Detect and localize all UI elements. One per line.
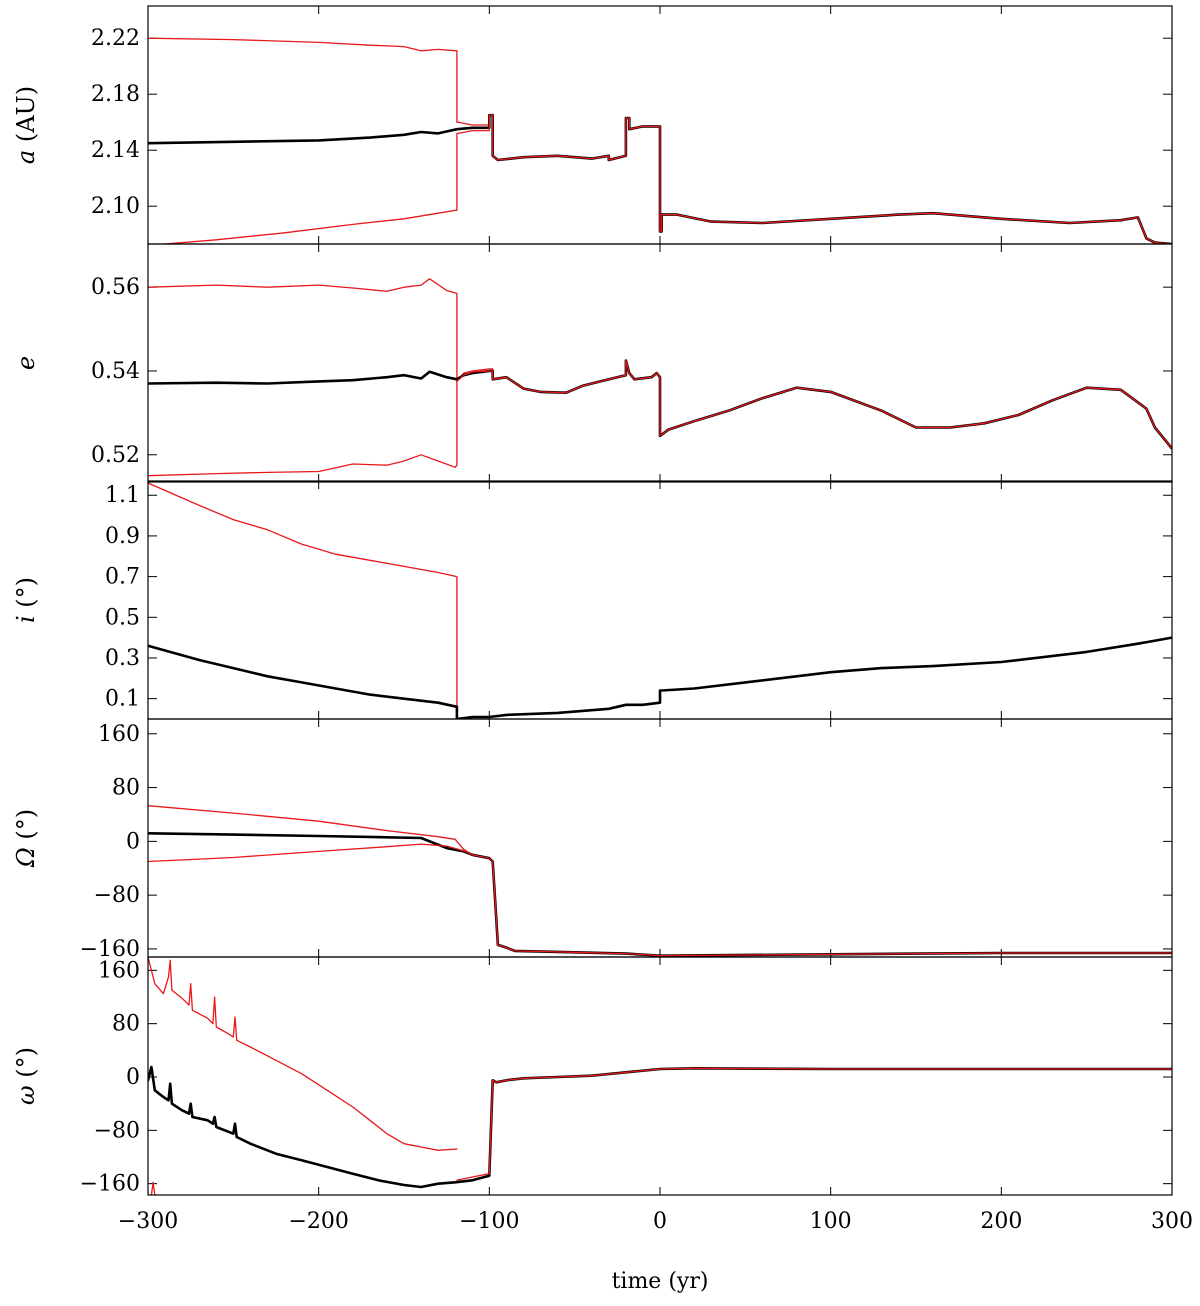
ylabel-i: i (°) — [12, 577, 40, 623]
ylabel-unit-Omega: (°) — [12, 809, 40, 847]
xtick-label: −100 — [459, 1209, 519, 1234]
xtick-label: 200 — [980, 1209, 1022, 1234]
ytick-label-e: 0.54 — [91, 359, 140, 384]
panel-frame-e — [147, 243, 1173, 483]
ytick-label-omega: 160 — [98, 958, 140, 983]
ylabel-unit-i: (°) — [12, 577, 40, 615]
ytick-label-i: 0.1 — [105, 687, 140, 712]
series-a-lower — [157, 114, 1172, 244]
xtick-label: 0 — [653, 1209, 667, 1234]
xtick-label: −300 — [118, 1209, 178, 1234]
series-omega-nominal — [148, 1065, 1172, 1189]
ylabel-symbol-Omega: Ω — [12, 847, 40, 868]
ytick-label-omega: −160 — [80, 1172, 140, 1197]
panel-frame-Omega — [147, 718, 1173, 958]
ylabel-symbol-omega: ω — [12, 1085, 40, 1105]
series-omega-bound-continuation — [456, 1067, 1172, 1181]
panel-frame-omega — [147, 956, 1173, 1196]
ytick-label-a: 2.10 — [91, 194, 140, 219]
series-i-nominal — [148, 636, 1172, 719]
ytick-label-Omega: 80 — [112, 776, 140, 801]
xlabel: time (yr) — [612, 1269, 709, 1294]
xtick-label: −200 — [288, 1209, 348, 1234]
series-omega-upper-early — [150, 1181, 158, 1195]
xtick-label: 100 — [810, 1209, 852, 1234]
ytick-label-Omega: −80 — [94, 883, 140, 908]
series-Omega-lower — [148, 843, 1172, 957]
series-e-lower — [148, 359, 1172, 477]
ylabel-unit-a: (AU) — [12, 86, 40, 150]
ylabel-omega: ω (°) — [12, 1047, 40, 1105]
ytick-label-Omega: −160 — [80, 937, 140, 962]
ytick-label-Omega: 0 — [126, 829, 140, 854]
ytick-label-omega: 0 — [126, 1065, 140, 1090]
ytick-label-omega: −80 — [94, 1118, 140, 1143]
ytick-label-omega: 80 — [112, 1012, 140, 1037]
xtick-label: 300 — [1151, 1209, 1193, 1234]
series-omega-upper — [148, 957, 458, 1151]
ytick-label-e: 0.56 — [91, 275, 140, 300]
ylabel-symbol-e: e — [12, 356, 40, 370]
ylabel-symbol-i: i — [12, 615, 40, 623]
ytick-label-i: 1.1 — [105, 483, 140, 508]
ytick-label-e: 0.52 — [91, 443, 140, 468]
ylabel-symbol-a: a — [12, 150, 40, 164]
ytick-label-Omega: 160 — [98, 722, 140, 747]
ytick-label-a: 2.14 — [91, 138, 140, 163]
ytick-label-i: 0.9 — [105, 524, 140, 549]
ylabel-e: e — [12, 356, 40, 370]
series-Omega-nominal — [148, 832, 1172, 957]
ytick-label-a: 2.22 — [91, 26, 140, 51]
series-Omega-upper — [148, 805, 1172, 957]
ylabel-a: a (AU) — [12, 86, 40, 164]
ytick-label-a: 2.18 — [91, 82, 140, 107]
ylabel-Omega: Ω (°) — [12, 809, 40, 868]
ytick-label-i: 0.7 — [105, 565, 140, 590]
ytick-label-i: 0.5 — [105, 605, 140, 630]
ytick-label-i: 0.3 — [105, 646, 140, 671]
ylabel-unit-omega: (°) — [12, 1047, 40, 1085]
